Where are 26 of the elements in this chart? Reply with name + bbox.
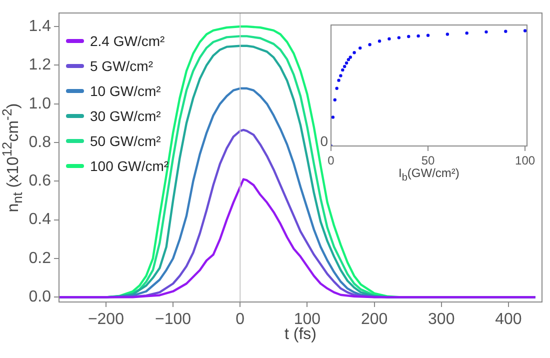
x-tick-label: −100 (155, 311, 192, 328)
y-tick-label: 1.0 (28, 95, 52, 112)
x-tick-label: −200 (88, 311, 124, 328)
legend-label: 10 GW/cm² (90, 82, 161, 98)
x-tick-label: 400 (495, 311, 522, 328)
x-tick-label: 0 (236, 311, 245, 328)
legend-label: 30 GW/cm² (90, 108, 161, 124)
x-tick-label: 50 (421, 154, 436, 168)
y-tick-label: 0.6 (28, 172, 52, 190)
y-tick-label: 1.2 (28, 56, 52, 74)
x-tick-label: 100 (294, 311, 321, 328)
x-axis-title: I$_{b}$(GW/cm²) (398, 166, 460, 184)
legend-label: 50 GW/cm² (90, 132, 161, 148)
legend-label: 2.4 GW/cm² (90, 32, 165, 48)
x-tick-label: 0 (328, 154, 335, 168)
y-tick-label: 0.2 (28, 250, 52, 267)
x-tick-label: 100 (515, 154, 536, 168)
x-tick-label: 200 (360, 311, 388, 328)
x-axis-title: t (fs) (284, 326, 316, 344)
annotation: 0 (320, 132, 328, 149)
legend-label: 5 GW/cm² (90, 58, 153, 74)
y-tick-label: 0.0 (28, 288, 52, 306)
y-tick-label: 0.8 (28, 134, 52, 151)
x-tick-label: 300 (428, 311, 455, 328)
y-tick-label: 0.4 (28, 211, 52, 228)
y-tick-label: 1.4 (28, 18, 52, 35)
